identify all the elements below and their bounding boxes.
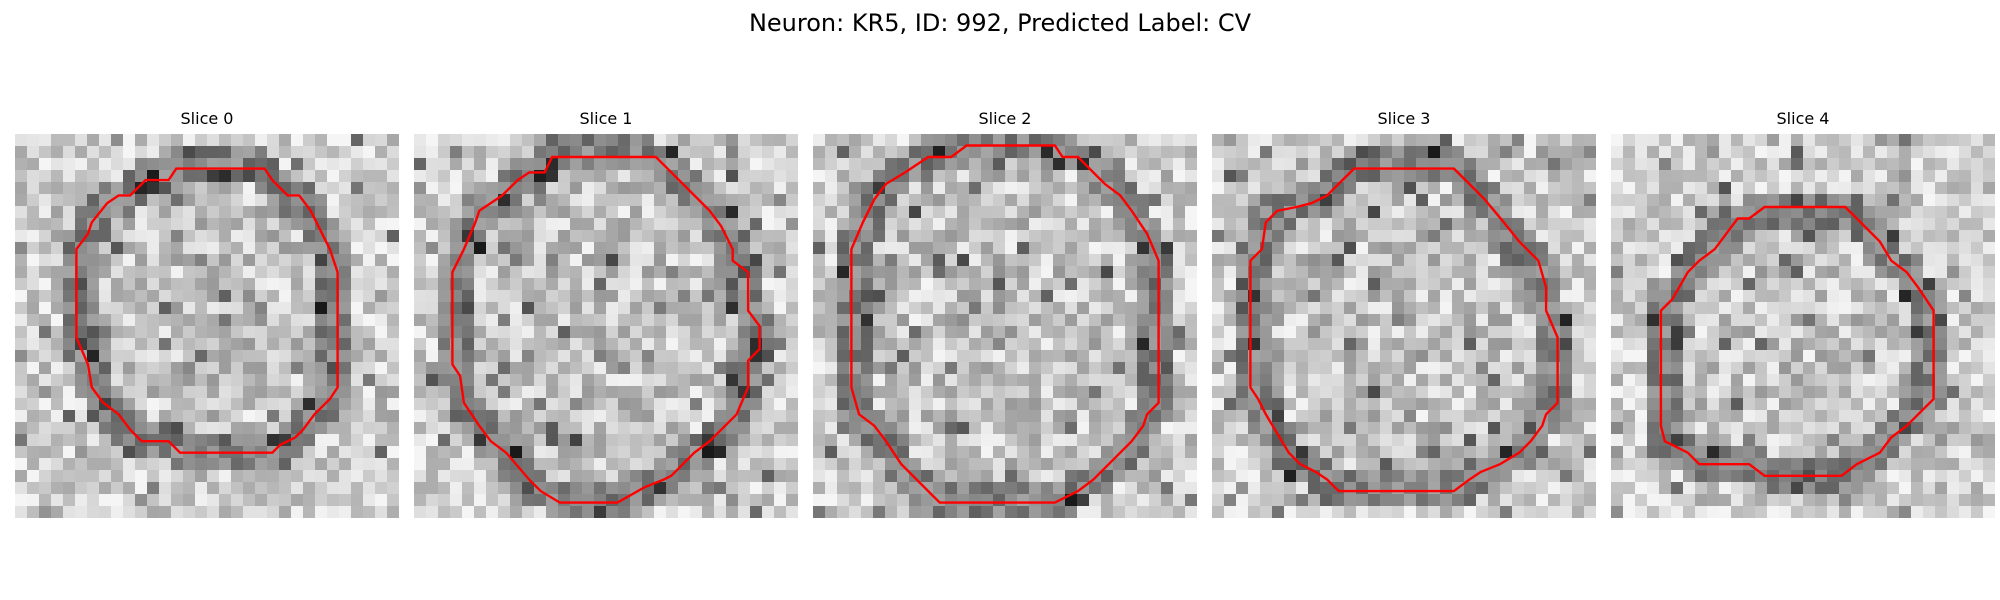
image-texture [15,134,399,518]
slice-title: Slice 4 [1776,109,1830,128]
microscopy-image [1611,134,1995,518]
segmentation-contour [451,155,761,504]
microscopy-image [813,134,1197,518]
microscopy-image [414,134,798,518]
image-texture [1212,134,1596,518]
image-texture [1611,134,1995,518]
microscopy-image [1212,134,1596,518]
segmentation-contour [75,167,339,454]
slice-title: Slice 0 [180,109,234,128]
image-texture [414,134,798,518]
segmentation-contour [1249,167,1559,493]
slice-title: Slice 3 [1377,109,1431,128]
slice-title: Slice 2 [978,109,1032,128]
segmentation-contour [850,144,1160,504]
image-texture [813,134,1197,518]
slice-title: Slice 1 [579,109,633,128]
segmentation-contour [1659,205,1935,477]
microscopy-image [15,134,399,518]
figure-title: Neuron: KR5, ID: 992, Predicted Label: C… [748,9,1252,37]
